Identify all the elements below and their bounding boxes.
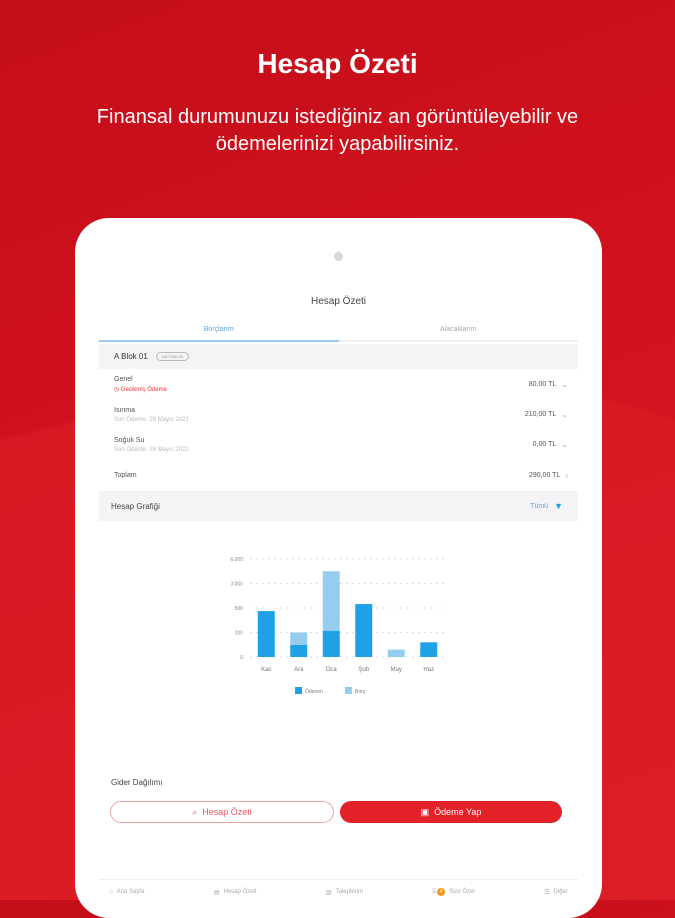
legend-swatch [295, 687, 302, 694]
account-summary-button[interactable]: ⌕ Hesap Özeti [110, 801, 334, 823]
y-tick-label: 3.000 [230, 582, 243, 588]
bar-Borç [387, 649, 405, 657]
legend-swatch [345, 687, 352, 694]
item-name: Isınma [114, 406, 136, 414]
bar-Ödenen [322, 630, 340, 657]
tablet-frame: Hesap Özeti Borçlarım Alacaklarım A Blok… [75, 218, 602, 918]
total-amount: 290,00 TL [528, 472, 561, 479]
screen-title: Hesap Özeti [310, 296, 367, 307]
bar-chart: 0 100 500 3.000 6.000 Kas Ara Oca Şub May Haz Ödene… [230, 557, 445, 695]
bar-Borç [290, 632, 308, 645]
bar-Ödenen [257, 611, 275, 657]
make-payment-button[interactable]: ▣ Ödeme Yap [340, 801, 562, 823]
document-icon: ▤ [213, 889, 220, 896]
filter-label: Tümü [530, 502, 549, 510]
button-label: Hesap Özeti [202, 807, 252, 817]
nav-special[interactable]: ⌸ 4 Size Özel [432, 888, 475, 896]
legend-label: Borç [355, 689, 366, 695]
x-tick-label: Haz [423, 667, 434, 673]
tab-alacaklarim[interactable]: Alacaklarım [338, 322, 578, 342]
requests-icon: ▧ [325, 889, 332, 896]
gift-icon: ⌸ [432, 888, 437, 895]
nav-label: Hesap Özeti [223, 889, 257, 895]
bar-Ödenen [355, 604, 373, 657]
hero-subtitle: Finansal durumunuzu istediğiniz an görün… [96, 106, 579, 155]
chevron-down-icon: ⌄ [561, 380, 568, 389]
item-amount: 0,00 TL [532, 441, 557, 448]
y-tick-label: 100 [235, 631, 244, 637]
item-amount: 80,00 TL [528, 381, 557, 388]
camera [334, 252, 343, 261]
item-amount: 210,00 TL [524, 411, 557, 418]
block-header: A Blok 01 KAT MALİKİ [99, 344, 578, 369]
item-sub: ◷ Gecikmiş Ödeme [114, 386, 167, 393]
home-icon: ⌂ [109, 889, 113, 895]
overdue-text: Gecikmiş Ödeme [120, 387, 167, 393]
total-label: Toplam [114, 472, 137, 479]
role-chip: KAT MALİKİ [155, 352, 190, 361]
x-tick-label: May [391, 667, 402, 673]
total-row[interactable]: Toplam 290,00 TL › [99, 461, 578, 490]
item-row[interactable]: Genel ◷ Gecikmiş Ödeme 80,00 TL ⌄ [99, 370, 578, 399]
expense-distribution-title: Gider Dağılımı [111, 778, 163, 787]
item-row[interactable]: Isınma Son Ödeme: 28 Mayıs 2022 210,00 TL… [99, 400, 578, 429]
nav-label: Ana Sayfa [116, 889, 145, 895]
item-name: Genel [114, 376, 133, 383]
tabs: Borçlarım Alacaklarım [99, 322, 578, 342]
nav-home[interactable]: ⌂ Ana Sayfa [109, 888, 144, 896]
wallet-icon: ▣ [420, 806, 430, 817]
item-name: Soğuk Su [114, 436, 145, 444]
nav-label: Size Özel [449, 889, 475, 895]
bar-Ödenen [420, 642, 438, 657]
nav-requests[interactable]: ▧ Taleplerim [326, 888, 363, 896]
y-tick-label: 500 [235, 606, 244, 612]
menu-icon: ☰ [544, 889, 550, 896]
nav-account-summary[interactable]: ▤ Hesap Özeti [214, 888, 257, 896]
clock-icon: ◷ [114, 387, 120, 393]
item-sub: Son Ödeme: 28 Mayıs 2022 [114, 416, 189, 423]
y-tick-label: 0 [240, 655, 243, 661]
item-row[interactable]: Soğuk Su Son Ödeme: 28 Mayıs 2022 0,00 TL… [99, 430, 578, 459]
bottom-nav: ⌂ Ana Sayfa ▤ Hesap Özeti ▧ Taleplerim ⌸ 4 Si… [99, 879, 578, 896]
item-sub: Son Ödeme: 28 Mayıs 2022 [114, 446, 189, 453]
x-tick-label: Şub [358, 667, 369, 673]
nav-label: Diğer [553, 889, 568, 895]
notification-badge: 4 [437, 888, 446, 896]
button-label: Ödeme Yap [434, 807, 482, 817]
tab-borclarim[interactable]: Borçlarım [99, 322, 339, 342]
chevron-down-icon: ⌄ [561, 440, 568, 449]
nav-more[interactable]: ☰ Diğer [544, 888, 568, 896]
graph-title: Hesap Grafiği [111, 501, 160, 511]
x-tick-label: Kas [261, 667, 271, 673]
x-tick-label: Oca [326, 667, 338, 673]
filter-button[interactable]: Tümü ▼ [530, 501, 563, 511]
filter-icon: ▼ [554, 501, 563, 511]
chevron-down-icon: ⌄ [561, 410, 568, 419]
bar-Borç [322, 571, 340, 631]
bar-Ödenen [290, 644, 308, 657]
y-tick-label: 6.000 [230, 557, 243, 563]
chevron-right-icon: › [565, 471, 568, 480]
search-icon: ⌕ [192, 806, 198, 817]
legend-label: Ödenen [305, 688, 323, 695]
hero-title: Hesap Özeti [257, 48, 418, 79]
nav-label: Taleplerim [335, 889, 363, 895]
block-name: A Blok 01 [114, 352, 148, 361]
graph-header: Hesap Grafiği Tümü ▼ [99, 491, 578, 521]
x-tick-label: Ara [294, 667, 304, 673]
